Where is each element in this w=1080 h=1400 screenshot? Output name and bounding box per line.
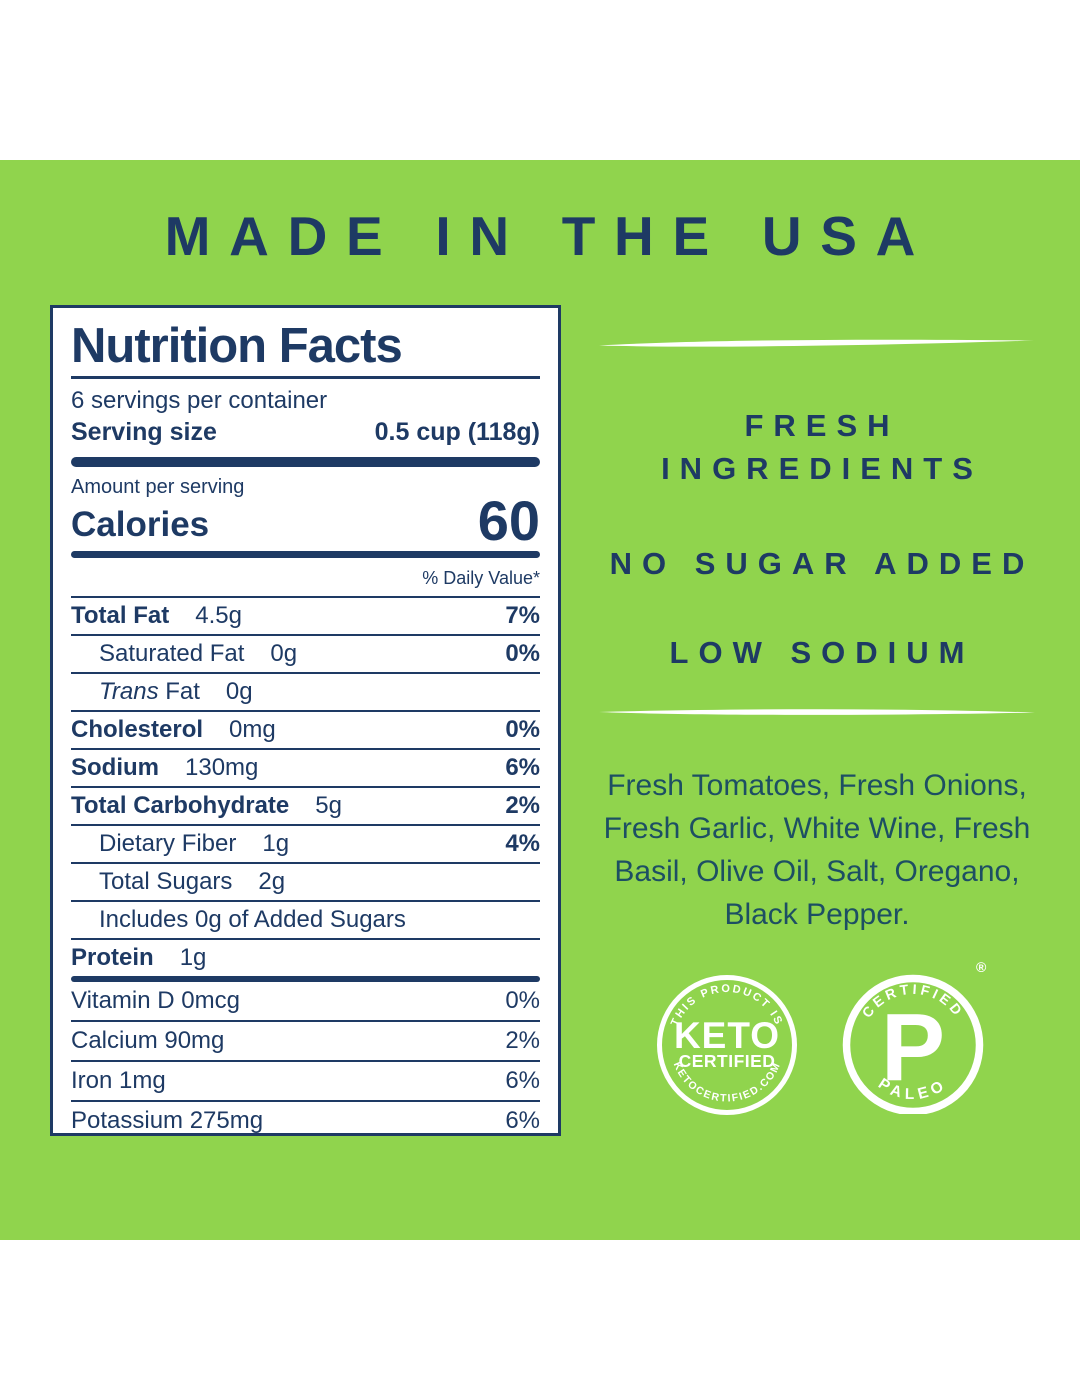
nutrient-label: Protein [71, 944, 154, 972]
ingredients-text: Fresh Tomatoes, Fresh Onions, Fresh Garl… [575, 764, 1059, 936]
claim-low-sodium: LOW SODIUM [669, 635, 975, 670]
claim-fresh-ingredients-line1: FRESH [744, 408, 900, 443]
nutrient-label: Total Sugars [99, 868, 233, 896]
nutrition-row: Total Sugars 2g [71, 864, 540, 903]
nutrition-row: Cholesterol 0mg 0% [71, 712, 540, 751]
serving-size-value: 0.5 cup (118g) [374, 417, 540, 446]
nutrient-label: Cholesterol [71, 716, 204, 744]
ingredients-line: Black Pepper. [724, 898, 910, 931]
calories-label: Calories [71, 505, 210, 545]
nutrition-row: Potassium 275mg 6% [71, 1102, 540, 1135]
registered-trademark-icon: ® [976, 959, 987, 975]
keto-name-text: KETO [674, 1015, 780, 1056]
claim-no-sugar-added: NO SUGAR ADDED [609, 546, 1035, 581]
nutrition-row: Sodium 130mg 6% [71, 750, 540, 789]
nutrient-daily-value: 4% [505, 830, 540, 858]
nutrient-label: Trans Fat [99, 678, 200, 706]
nutrition-row: Iron 1mg 6% [71, 1062, 540, 1103]
servings-per-container: 6 servings per container [71, 386, 328, 414]
nutrient-amount: 5g [315, 792, 342, 820]
daily-value-header: % Daily Value* [71, 558, 540, 599]
nutrient-amount: 0g [225, 678, 253, 706]
nutrient-daily-value: 7% [505, 602, 540, 630]
claim-fresh-ingredients-line2: INGREDIENTS [661, 451, 983, 486]
serving-size-row: Serving size 0.5 cup (118g) [71, 418, 540, 447]
nutrient-daily-value: 6% [505, 1107, 540, 1135]
nutrient-amount: 2g [258, 868, 286, 896]
nutrient-label: Iron 1mg [71, 1067, 166, 1095]
nutrient-label: Dietary Fiber [99, 830, 237, 858]
calories-value: 60 [477, 488, 540, 552]
nutrient-amount: 0g [270, 640, 298, 668]
badge-ring [657, 975, 797, 1115]
paleo-letter: P [881, 994, 945, 1101]
nutrition-row: Dietary Fiber 1g 4% [71, 826, 540, 865]
divider-bar-medium [71, 551, 540, 559]
nutrient-label: Includes 0g of Added Sugars [99, 906, 406, 934]
nutrient-label: Sodium [71, 754, 159, 782]
nutrient-amount: 0mg [229, 716, 276, 744]
nutrient-daily-value: 6% [505, 1067, 540, 1095]
nutrition-row: Trans Fat 0g [71, 674, 540, 713]
ingredients-line: Fresh Tomatoes, Fresh Onions, [607, 769, 1027, 802]
nutrition-row: Calcium 90mg 2% [71, 1022, 540, 1063]
micronutrient-rows: Vitamin D 0mcg 0% Calcium 90mg 2% Iron 1mg 6%… [71, 982, 540, 1135]
nutrient-amount: 1g [262, 830, 290, 858]
nutrient-label: Saturated Fat [99, 640, 245, 668]
nutrition-row: Vitamin D 0mcg 0% [71, 982, 540, 1023]
nutrition-row: Total Fat 4.5g 7% [71, 598, 540, 637]
nutrient-daily-value: 0% [505, 640, 540, 668]
nutrient-label: Total Carbohydrate [71, 792, 290, 820]
nutrient-label: Calcium 90mg [71, 1027, 225, 1055]
nutrient-amount: 130mg [185, 754, 259, 782]
nutrient-daily-value: 0% [505, 987, 540, 1015]
divider-bar-thin [71, 976, 540, 983]
nutrient-daily-value: 6% [505, 754, 540, 782]
brush-stroke-bottom [599, 709, 1035, 715]
nutrient-label: Potassium 275mg [71, 1107, 264, 1135]
certified-paleo-badge: CERTIFIED P PALEO ® [842, 959, 987, 1114]
nutrient-amount: 1g [179, 944, 207, 972]
keto-subtitle-text: CERTIFIED [679, 1051, 776, 1071]
nutrient-label: Total Fat [71, 602, 170, 630]
nutrition-row: Protein 1g [71, 940, 540, 976]
nutrition-row: Total Carbohydrate 5g 2% [71, 788, 540, 827]
nutrition-rows: Total Fat 4.5g 7% Saturated Fat 0g 0% Trans Fa… [71, 598, 540, 976]
nutrition-facts-panel: Nutrition Facts 6 servings per container… [50, 305, 561, 1136]
calories-row: Calories 60 [71, 488, 540, 552]
nutrient-daily-value: 2% [505, 1027, 540, 1055]
brush-stroke-top [599, 339, 1034, 347]
ingredients-line: Basil, Olive Oil, Salt, Oregano, [614, 855, 1020, 888]
nutrient-label: Vitamin D 0mcg [71, 987, 240, 1015]
keto-certified-badge: THIS PRODUCT IS KETO CERTIFIED KETOCERTI… [657, 975, 797, 1115]
badge-ring [842, 974, 984, 1114]
nutrition-row: Includes 0g of Added Sugars [71, 902, 540, 941]
ingredients-line: Fresh Garlic, White Wine, Fresh [603, 812, 1031, 845]
nutrient-amount: 4.5g [195, 602, 242, 630]
nutrition-row: Saturated Fat 0g 0% [71, 636, 540, 675]
divider-bar-thick [71, 456, 540, 467]
nutrition-facts-title: Nutrition Facts [71, 320, 540, 379]
amount-per-serving-label: Amount per serving [71, 475, 245, 498]
made-in-usa-title: MADE IN THE USA [164, 205, 935, 267]
nutrient-daily-value: 2% [505, 792, 540, 820]
nutrient-daily-value: 0% [505, 716, 540, 744]
serving-size-label: Serving size [71, 417, 217, 446]
